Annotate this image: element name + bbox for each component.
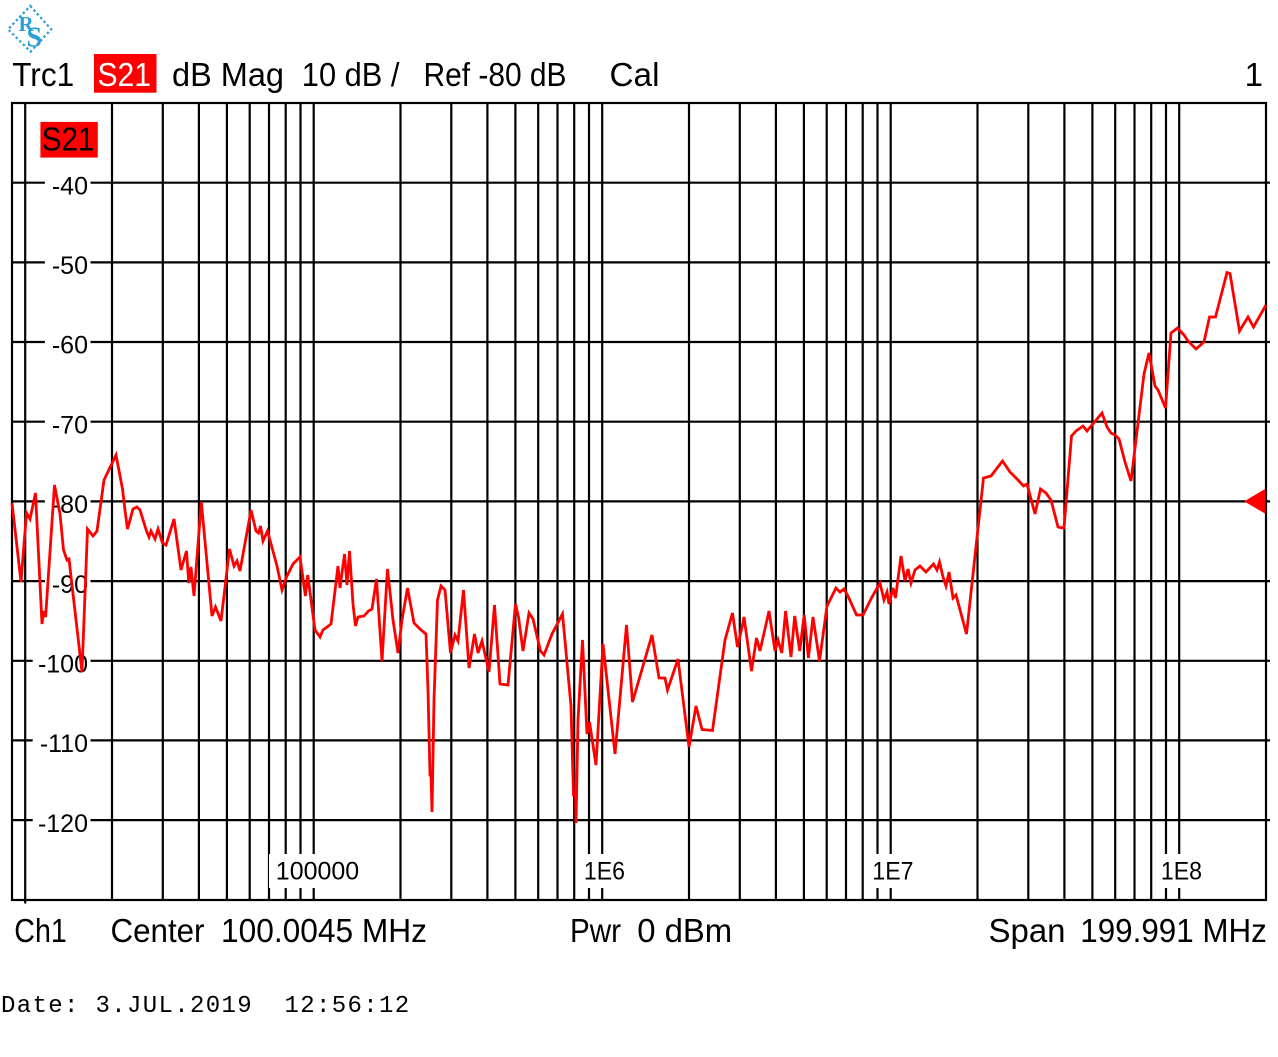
- svg-text:100.0045 MHz: 100.0045 MHz: [221, 912, 427, 949]
- svg-text:1: 1: [1245, 56, 1263, 93]
- svg-text:-60: -60: [52, 332, 88, 360]
- svg-text:199.991 MHz: 199.991 MHz: [1080, 912, 1267, 949]
- svg-text:S: S: [27, 23, 43, 54]
- svg-text:-70: -70: [52, 411, 88, 439]
- svg-text:S21: S21: [42, 121, 95, 158]
- svg-text:-40: -40: [52, 172, 88, 200]
- svg-text:1E7: 1E7: [872, 858, 913, 886]
- svg-text:1E6: 1E6: [584, 858, 625, 886]
- svg-text:Trc1: Trc1: [12, 56, 74, 93]
- svg-text:Ch1: Ch1: [14, 912, 67, 949]
- svg-text:100000: 100000: [276, 858, 359, 886]
- svg-text:-120: -120: [38, 810, 88, 838]
- svg-text:-50: -50: [52, 252, 88, 280]
- svg-text:Pwr: Pwr: [570, 912, 621, 949]
- svg-text:0 dBm: 0 dBm: [637, 912, 732, 949]
- svg-text:dB Mag: dB Mag: [172, 56, 284, 93]
- svg-text:-110: -110: [40, 730, 88, 758]
- svg-text:Cal: Cal: [610, 56, 660, 93]
- svg-text:Ref -80 dB: Ref -80 dB: [424, 56, 567, 93]
- svg-text:1E8: 1E8: [1161, 858, 1202, 886]
- svg-text:10 dB /: 10 dB /: [302, 56, 400, 93]
- svg-text:Span: Span: [989, 912, 1066, 949]
- svg-text:Center: Center: [111, 912, 205, 949]
- svg-text:S21: S21: [98, 56, 152, 93]
- svg-text:Date: 3.JUL.2019 12:56:12: Date: 3.JUL.2019 12:56:12: [1, 993, 411, 1020]
- svg-text:R: R: [19, 12, 35, 36]
